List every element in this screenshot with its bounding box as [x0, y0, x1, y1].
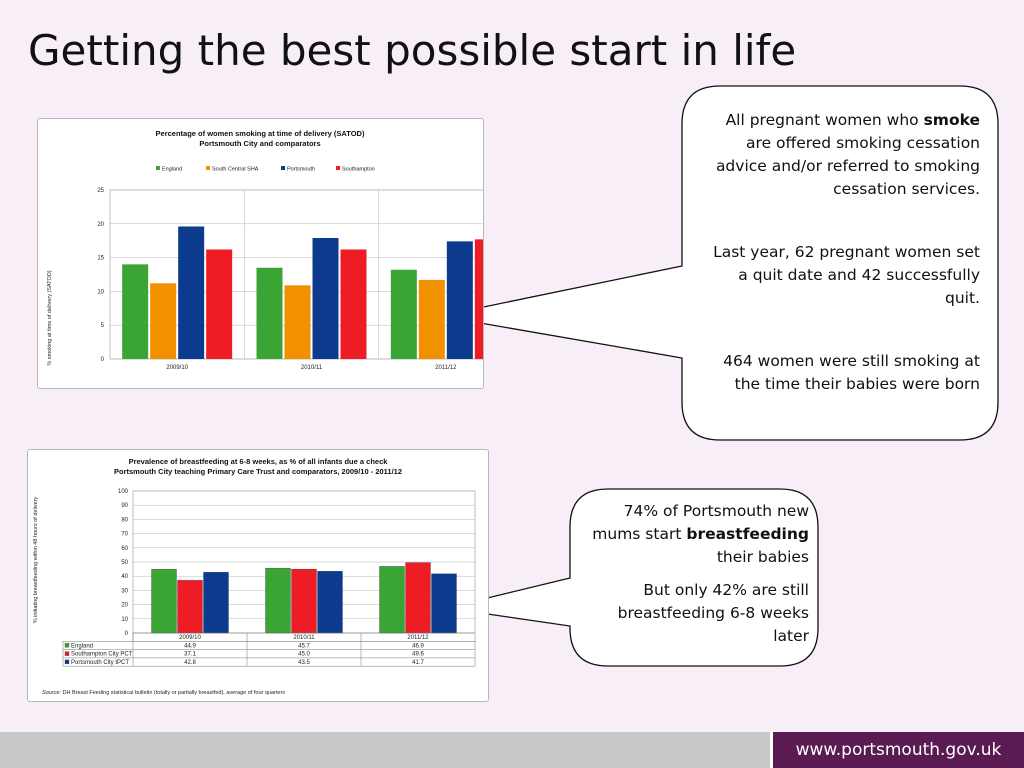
chart1-ytick: 5 [101, 323, 105, 329]
chart1-legend-swatch [281, 166, 285, 170]
chart2-subtitle: Portsmouth City teaching Primary Care Tr… [114, 467, 402, 476]
chart2-bar [203, 572, 229, 634]
callout2-paragraph2: But only 42% are still breastfeeding 6-8… [617, 581, 809, 645]
breastfeeding-chart-panel: Prevalence of breastfeeding at 6-8 weeks… [27, 449, 489, 702]
chart2-source: Source: DH Breast Feeding statistical bu… [42, 690, 285, 696]
chart1-xtick: 2011/12 [435, 365, 457, 371]
chart2-legend-swatch [64, 651, 70, 656]
callout1-paragraph2: Last year, 62 pregnant women set a quit … [713, 243, 980, 307]
callout1-text: All pregnant women who smoke are offered… [700, 109, 980, 396]
chart1-legend-label: South Central SHA [212, 167, 259, 173]
chart1-ytick: 10 [97, 289, 104, 295]
chart2-legend-label: England [71, 643, 93, 649]
chart2-title: Prevalence of breastfeeding at 6-8 weeks… [129, 457, 389, 466]
chart1-xtick: 2010/11 [301, 365, 323, 371]
chart2-legend-swatch [64, 643, 70, 648]
callout2-bubble [445, 488, 819, 667]
chart2-bar [379, 566, 405, 634]
chart2-bar [405, 562, 431, 634]
chart1-ylabel: % smoking at time of delivery (SATOD) [47, 270, 53, 365]
chart1-xtick: 2009/10 [166, 365, 188, 371]
chart2-ylabel: % initiating breastfeeding within 48 hou… [33, 496, 39, 623]
chart2-bar [317, 571, 343, 634]
chart2-table-frame [62, 641, 476, 667]
chart2-ytick: 90 [121, 503, 128, 509]
chart1-bar [418, 279, 445, 359]
chart1-legend-label: Southampton [342, 167, 375, 173]
chart1-ytick: 0 [101, 357, 105, 363]
chart1-bar [122, 264, 149, 359]
chart2-ytick: 70 [121, 532, 128, 538]
chart2-ytick: 40 [121, 574, 128, 580]
chart1-legend-swatch [206, 166, 210, 170]
chart2-ytick: 80 [121, 517, 128, 523]
chart1-bar [446, 241, 473, 359]
chart1-title: Percentage of women smoking at time of d… [156, 129, 365, 138]
chart1-bar [340, 249, 367, 359]
chart1-bar [150, 283, 177, 359]
chart2-ytick: 20 [121, 603, 128, 609]
chart1-bar [474, 239, 501, 359]
chart2-ytick: 50 [121, 560, 128, 566]
chart2-ytick: 30 [121, 588, 128, 594]
chart1-bar [206, 249, 233, 359]
chart2-ytick: 10 [121, 617, 128, 623]
chart2-data-label: 43.5 [298, 660, 310, 666]
chart2-data-label: 45.7 [298, 643, 310, 649]
chart2-bar [151, 569, 177, 634]
smoking-chart: Percentage of women smoking at time of d… [47, 129, 514, 371]
slide-title: Getting the best possible start in life [28, 26, 797, 75]
chart1-legend-label: Portsmouth [287, 167, 315, 173]
chart2-bar [177, 580, 203, 634]
chart1-bar [178, 226, 205, 359]
footer-website[interactable]: www.portsmouth.gov.uk [770, 732, 1024, 768]
chart2-data-label: 45.0 [298, 652, 310, 658]
chart1-legend-swatch [336, 166, 340, 170]
chart2-ytick: 0 [125, 631, 129, 637]
chart1-legend-label: England [162, 167, 182, 173]
chart2-data-label: 46.9 [412, 643, 424, 649]
callout1-bubble [439, 85, 999, 441]
chart2-data-label: 49.6 [412, 652, 424, 658]
chart1-ytick: 25 [97, 188, 104, 194]
chart2-data-label: 42.8 [184, 660, 196, 666]
smoking-chart-panel: Percentage of women smoking at time of d… [37, 118, 514, 389]
chart1-ytick: 20 [97, 222, 104, 228]
chart2-legend-swatch [64, 659, 70, 665]
callout2-text: 74% of Portsmouth new mums start breastf… [590, 500, 809, 648]
chart2-ytick: 100 [118, 489, 129, 495]
callout1-paragraph1: All pregnant women who smoke are offered… [715, 111, 980, 198]
chart2-bar [431, 573, 457, 634]
chart2-data-label: 41.7 [412, 660, 424, 666]
chart2-legend-label: Southampton City PCT [71, 652, 133, 658]
callout1-paragraph3: 464 women were still smoking at the time… [723, 352, 980, 393]
chart2-xtick: 2010/11 [293, 635, 315, 641]
chart1-bar [284, 285, 311, 359]
chart1-ytick: 15 [97, 256, 104, 262]
chart1-legend-swatch [156, 166, 160, 170]
chart2-bar [291, 568, 317, 634]
chart1-subtitle: Portsmouth City and comparators [199, 139, 320, 148]
chart1-bar [312, 237, 339, 359]
chart1-bar [390, 269, 417, 359]
chart2-xtick: 2009/10 [179, 635, 201, 641]
breastfeeding-chart: Prevalence of breastfeeding at 6-8 weeks… [33, 457, 476, 696]
chart2-bar [265, 567, 291, 634]
chart2-legend-label: Portsmouth City tPCT [71, 660, 129, 666]
chart1-bar [256, 267, 283, 359]
chart2-data-label: 37.1 [184, 652, 196, 658]
chart2-data-label: 44.9 [184, 643, 196, 649]
callout2-paragraph1: 74% of Portsmouth new mums start breastf… [592, 502, 809, 566]
chart2-xtick: 2011/12 [407, 635, 429, 641]
chart2-ytick: 60 [121, 546, 128, 552]
